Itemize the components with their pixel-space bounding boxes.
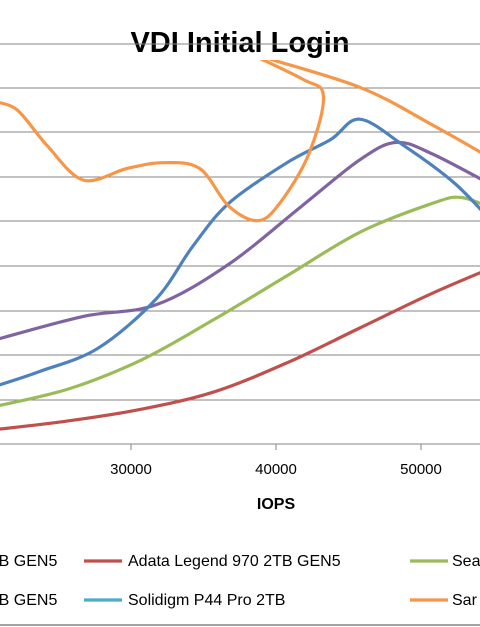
legend-label: Sar	[452, 592, 478, 609]
series-blue	[0, 117, 480, 387]
x-tick-label: 40000	[255, 461, 297, 478]
series-green	[0, 195, 480, 408]
x-axis-ticks: 0300004000050000	[110, 444, 442, 478]
legend-label: Sea	[452, 553, 480, 570]
legend: 1TB GEN5 Adata Legend 970 2TB GEN5 Sea 2TB …	[0, 553, 480, 609]
series-orange	[0, 60, 480, 223]
plot-area	[0, 60, 480, 431]
legend-label: 2TB GEN5	[0, 592, 57, 609]
gridlines	[0, 43, 480, 401]
x-tick-label: 50000	[400, 461, 442, 478]
legend-label: Adata Legend 970 2TB GEN5	[128, 553, 341, 570]
x-axis-label: IOPS	[257, 496, 296, 513]
legend-label: Solidigm P44 Pro 2TB	[128, 592, 285, 609]
series-adata-legend-970	[0, 271, 480, 431]
legend-label: 1TB GEN5	[0, 553, 57, 570]
x-tick-label: 30000	[110, 461, 152, 478]
chart-title: VDI Initial Login	[130, 27, 349, 59]
series-purple	[0, 140, 480, 341]
